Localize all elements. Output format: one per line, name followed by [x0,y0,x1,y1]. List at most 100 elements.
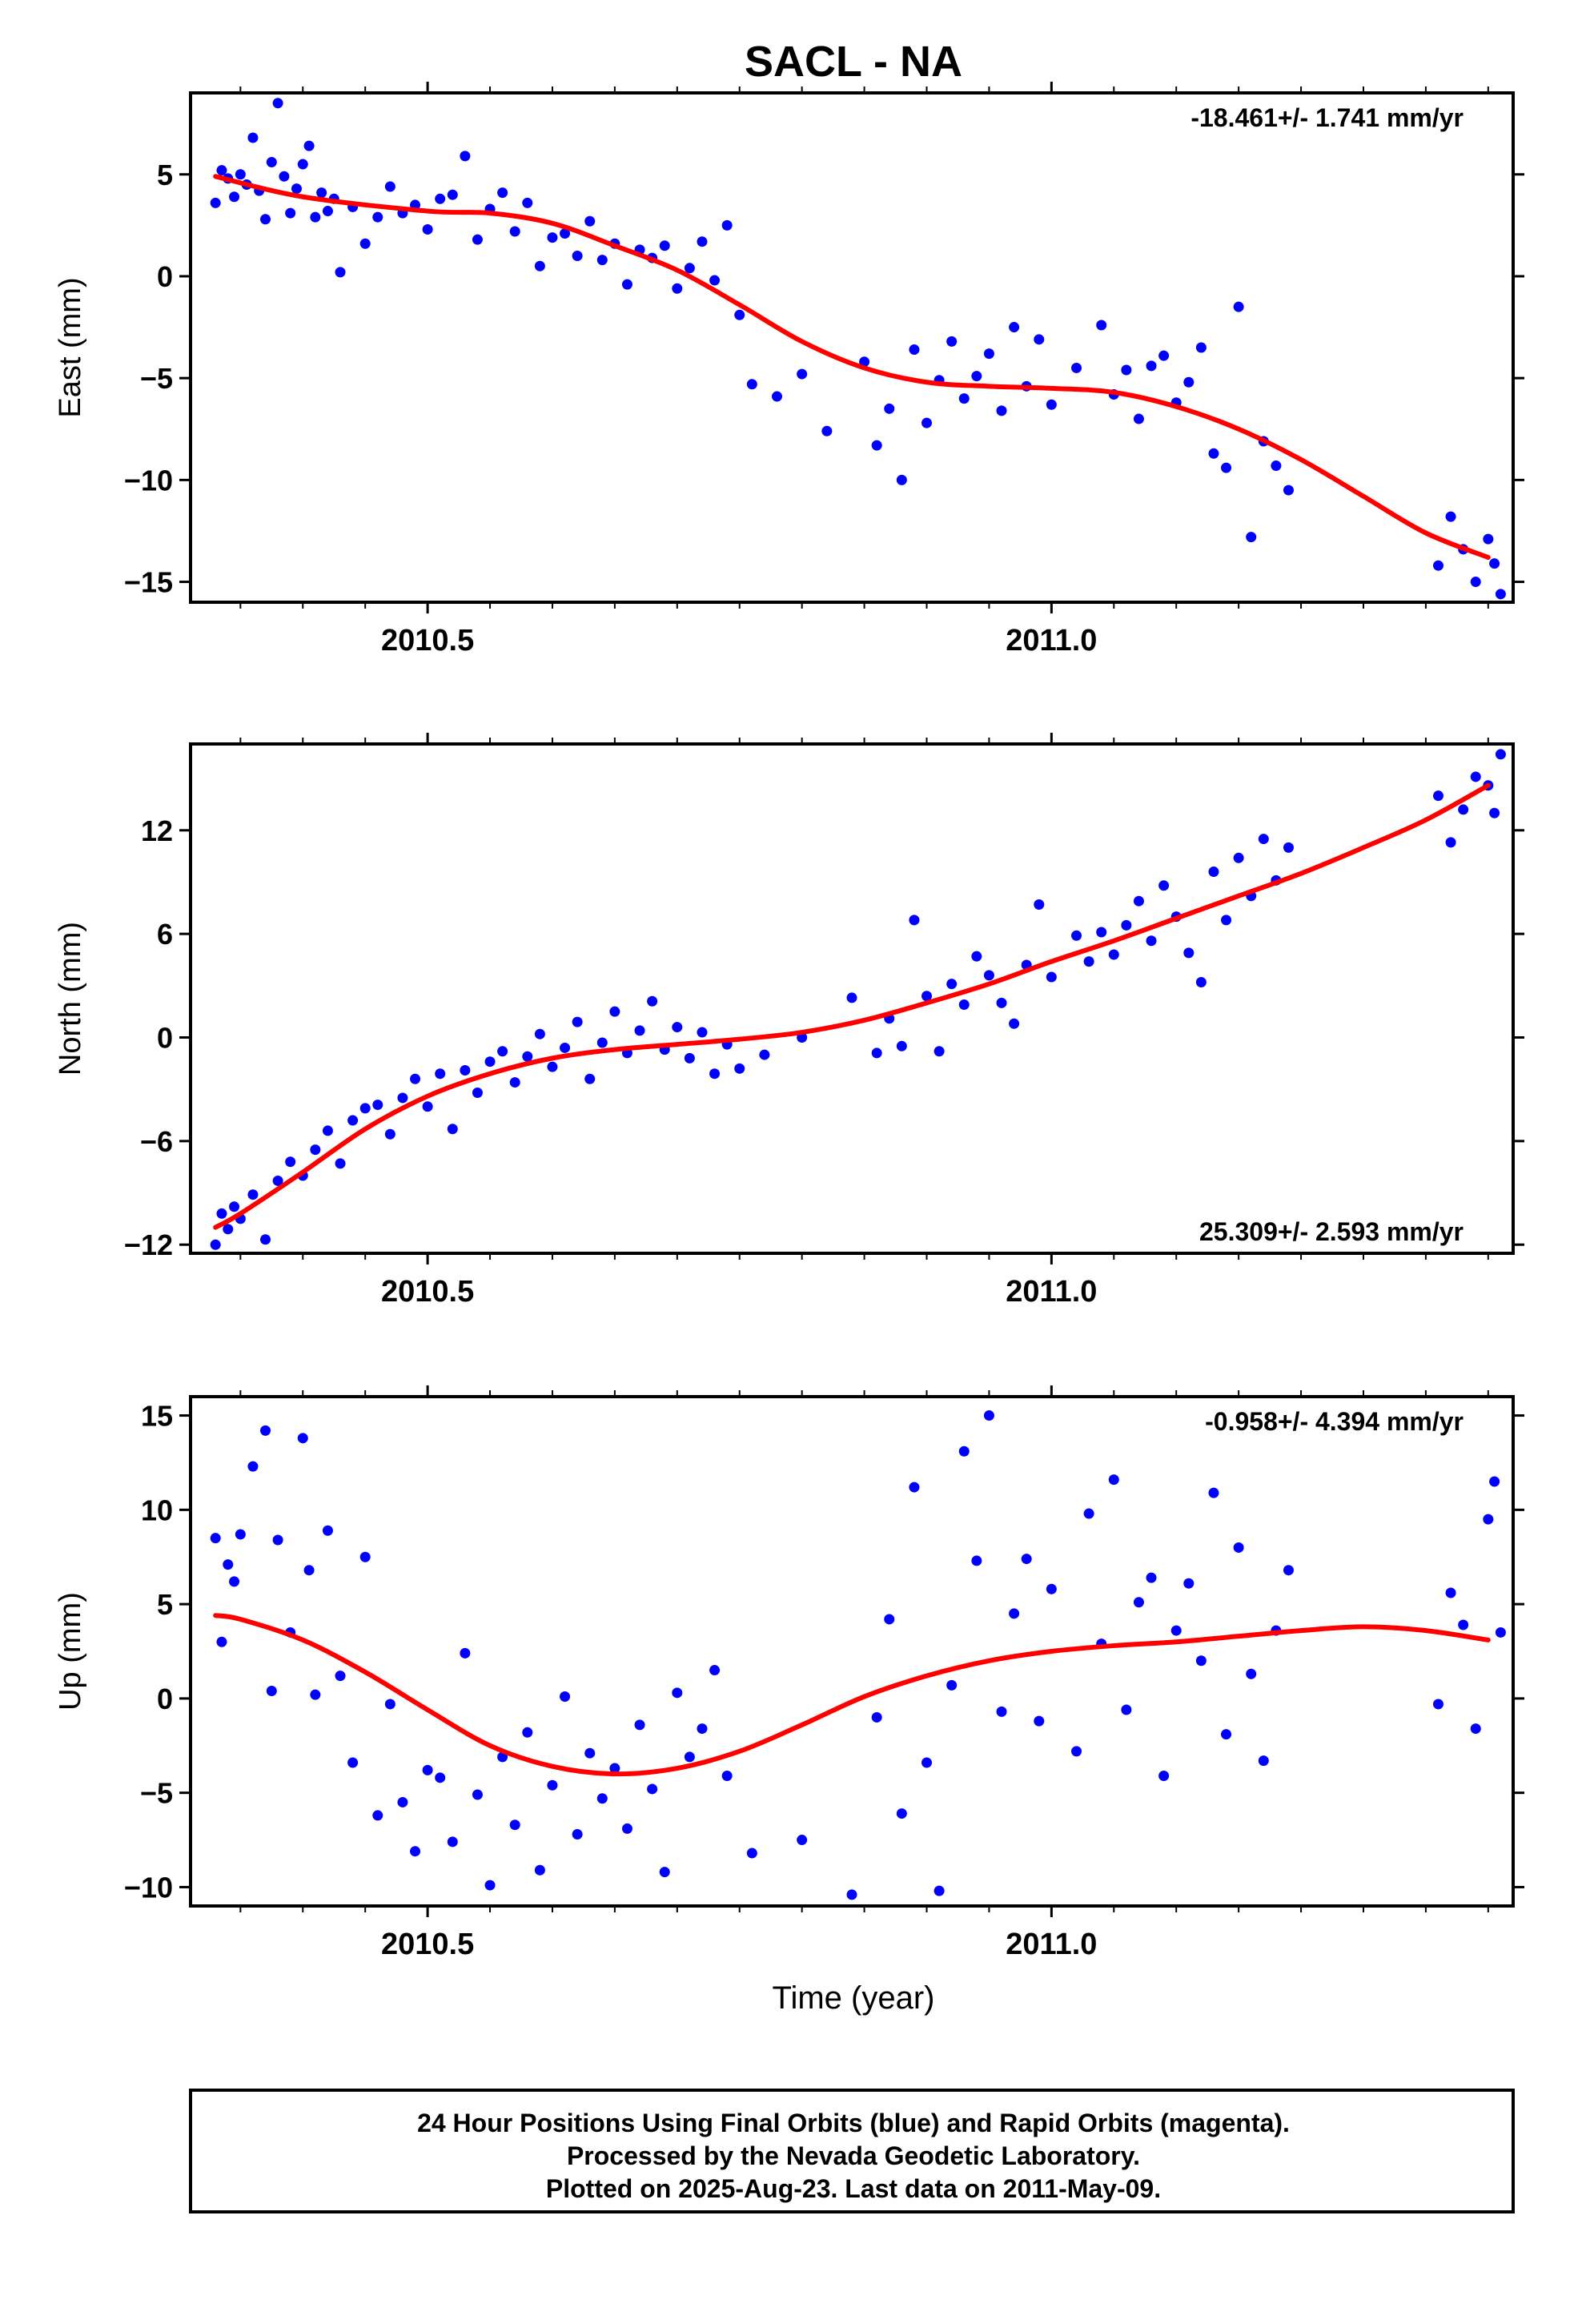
data-point [609,1006,620,1017]
data-point [534,1864,545,1876]
data-point [846,1889,857,1900]
data-point [1458,804,1469,815]
data-point [229,1201,240,1212]
data-point [359,238,371,249]
data-point [435,193,446,204]
data-point [746,379,757,390]
panel-1: 5 0 −5 −10 −15 2010.5 2011.0 -18.461+/- 1.741 m… [54,82,1524,657]
data-point [384,181,396,192]
data-point [709,275,721,286]
data-point [734,1063,745,1074]
y-axis-label: North (mm) [54,922,87,1076]
data-point [1158,880,1170,891]
y-tick-label: 12 [141,814,173,847]
data-point [797,1835,808,1846]
rate-annotation: -0.958+/- 4.394 mm/yr [1205,1407,1464,1436]
x-tick-label: 2010.5 [381,1928,474,1961]
data-point [1183,947,1195,959]
y-tick-label: −10 [124,1871,173,1904]
y-axis-label: Up (mm) [54,1592,87,1711]
data-point [247,1461,259,1472]
data-point [435,1772,446,1783]
data-point [422,223,433,235]
data-point [1158,350,1170,361]
data-point [497,187,508,199]
data-point [272,98,283,109]
data-points [210,749,1506,1250]
data-point [310,211,321,223]
data-point [560,1042,571,1053]
footer-line-1: 24 Hour Positions Using Final Orbits (bl… [417,2109,1290,2137]
data-point [247,1189,259,1200]
data-point [1183,1578,1195,1589]
data-point [210,1239,221,1250]
plot-frame [189,1395,1515,1908]
data-point [859,356,870,368]
data-point [229,1576,240,1587]
data-point [1432,790,1443,802]
data-point [359,1551,371,1562]
data-point [1246,532,1257,543]
data-point [1221,1729,1232,1740]
data-point [684,263,695,274]
data-point [1121,364,1132,376]
data-point [1233,852,1244,863]
data-point [1096,927,1107,938]
data-point [1083,956,1094,967]
data-point [247,132,259,143]
data-point [1009,322,1020,333]
data-point [983,970,994,981]
data-point [484,1056,496,1068]
y-tick-label: −10 [124,464,173,497]
data-point [821,425,833,436]
data-point [1146,360,1157,372]
data-point [303,1565,315,1576]
data-point [697,1723,708,1735]
data-point [359,1103,371,1114]
y-tick-label: 15 [141,1400,173,1433]
data-point [1108,1474,1119,1486]
data-point [672,283,683,294]
data-point [584,215,596,227]
data-point [909,344,920,356]
y-tick-label: 0 [157,1683,173,1715]
data-point [1483,533,1494,545]
x-tick-label: 2010.5 [381,624,474,657]
data-point [1034,899,1045,911]
y-tick-label: −5 [140,1777,173,1810]
data-point [709,1665,721,1676]
data-point [447,1836,458,1848]
data-point [372,1100,383,1111]
data-point [460,1064,471,1076]
data-point [216,165,227,176]
data-point [1121,919,1132,931]
data-point [734,309,745,320]
data-point [621,279,632,290]
data-point [279,171,290,182]
data-point [547,1779,558,1791]
data-point [335,267,346,278]
data-point [1470,1723,1481,1735]
data-point [509,226,520,237]
data-point [1195,977,1207,988]
data-point [659,1867,670,1878]
data-point [384,1128,396,1140]
data-point [634,1719,645,1731]
data-point [1195,342,1207,353]
data-point [266,156,277,167]
data-point [1258,834,1269,845]
data-point [647,995,658,1007]
data-point [871,1047,882,1059]
data-point [647,1783,658,1795]
data-point [210,197,221,208]
data-point [547,232,558,243]
data-point [1146,935,1157,947]
data-point [509,1819,520,1831]
data-point [1445,511,1456,522]
data-point [684,1052,695,1063]
y-tick-label: 5 [157,1588,173,1621]
data-point [584,1073,596,1084]
data-point [871,1711,882,1723]
data-point [1258,1755,1269,1767]
data-point [260,1234,271,1245]
